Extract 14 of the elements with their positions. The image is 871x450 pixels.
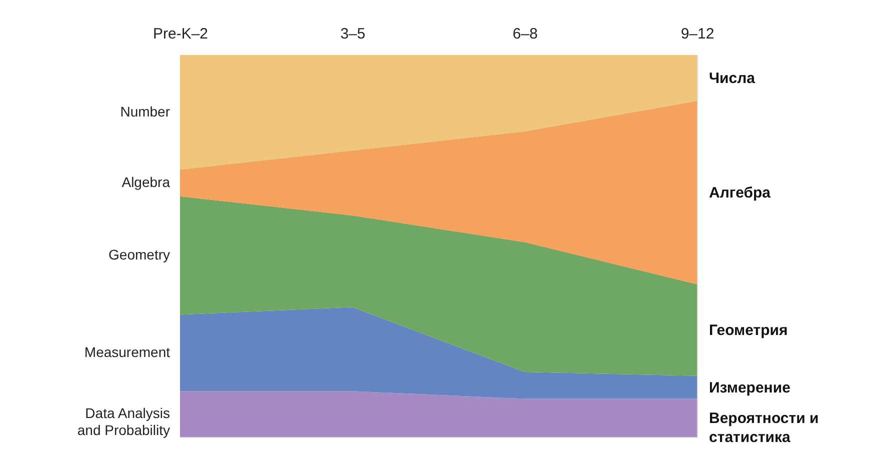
- series-label: Data Analysis and Probability: [77, 405, 170, 438]
- series-label: Measurement: [84, 344, 170, 360]
- series-label: Geometry: [108, 246, 170, 263]
- text: Измерение: [709, 379, 790, 396]
- text: Вероятности и статистика: [709, 410, 819, 446]
- text: Алгебра: [709, 184, 772, 202]
- x-tick-label: 6–8: [512, 26, 538, 42]
- text: Числа: [709, 70, 756, 87]
- x-tick-label: 9–12: [680, 26, 714, 42]
- x-tick-label: 3–5: [340, 26, 366, 42]
- series-label: Algebra: [122, 174, 170, 190]
- text: Геометрия: [709, 322, 788, 340]
- series-label: Number: [120, 103, 170, 120]
- x-tick-label: Pre-K–2: [152, 26, 208, 42]
